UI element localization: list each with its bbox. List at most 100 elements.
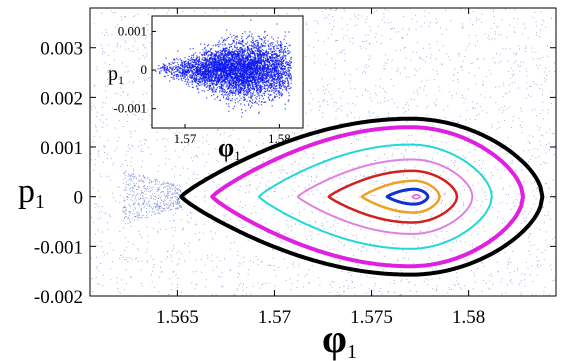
background-point xyxy=(508,258,510,260)
background-point xyxy=(127,261,129,263)
background-point xyxy=(333,144,335,146)
inset-point xyxy=(271,57,273,59)
inset-point xyxy=(264,88,266,90)
background-point xyxy=(403,199,405,200)
background-point xyxy=(402,174,404,176)
background-point xyxy=(141,29,143,31)
background-point xyxy=(498,34,500,36)
inset-point xyxy=(254,73,257,76)
background-point xyxy=(480,261,482,263)
background-point xyxy=(108,44,110,46)
background-point xyxy=(554,237,556,238)
background-point xyxy=(305,112,307,114)
inset-point xyxy=(222,97,225,99)
inset-point xyxy=(287,81,289,83)
background-point xyxy=(486,152,488,154)
background-point xyxy=(441,202,442,204)
inset-point xyxy=(221,94,223,96)
background-point xyxy=(178,258,180,260)
background-point xyxy=(468,72,470,74)
background-point xyxy=(310,235,312,237)
background-point xyxy=(145,38,146,40)
inset-point xyxy=(196,86,198,88)
background-point xyxy=(238,138,240,140)
background-point xyxy=(536,256,538,258)
background-point xyxy=(504,105,506,107)
background-point xyxy=(315,32,317,34)
background-point xyxy=(147,241,149,243)
background-point xyxy=(378,251,380,253)
background-point xyxy=(492,9,494,10)
background-point xyxy=(126,196,128,198)
inset-point xyxy=(164,66,166,68)
orbit-curve-3 xyxy=(257,143,493,250)
background-point xyxy=(362,41,364,42)
inset-point xyxy=(230,67,232,69)
inset-point xyxy=(234,90,236,93)
inset-point xyxy=(222,95,225,97)
background-point xyxy=(294,161,296,163)
background-point xyxy=(373,195,375,197)
background-point xyxy=(92,141,94,143)
background-point xyxy=(145,47,147,49)
background-point xyxy=(388,10,390,12)
background-point xyxy=(483,58,485,60)
background-point xyxy=(431,8,433,10)
background-point xyxy=(397,216,399,218)
background-point xyxy=(172,194,174,196)
background-point xyxy=(354,14,356,16)
background-point xyxy=(525,51,527,52)
background-point xyxy=(415,28,417,30)
background-point xyxy=(470,63,472,65)
background-point xyxy=(332,179,334,181)
background-point xyxy=(234,155,236,157)
background-point xyxy=(129,190,131,192)
background-point xyxy=(215,159,217,161)
inset-point xyxy=(207,69,209,71)
background-point xyxy=(459,115,461,117)
background-point xyxy=(550,218,552,220)
inset-point xyxy=(219,87,221,89)
background-point xyxy=(545,144,547,146)
background-point xyxy=(499,53,501,55)
background-point xyxy=(435,18,437,20)
background-point xyxy=(363,70,365,72)
background-point xyxy=(193,140,195,142)
background-point xyxy=(339,123,341,124)
background-point xyxy=(408,27,410,29)
inset-point xyxy=(256,79,258,82)
background-point xyxy=(440,196,442,197)
background-point xyxy=(125,160,127,161)
inset-point xyxy=(201,59,203,61)
inset-point xyxy=(258,95,260,97)
background-point xyxy=(542,19,544,21)
inset-point xyxy=(246,57,249,59)
inset-point xyxy=(274,79,276,81)
inset-point xyxy=(247,52,249,54)
background-point xyxy=(512,201,514,203)
background-point xyxy=(155,183,157,185)
background-point xyxy=(230,242,232,244)
background-point xyxy=(491,275,493,277)
inset-point xyxy=(201,70,204,72)
background-point xyxy=(130,132,132,134)
background-point xyxy=(124,199,126,201)
background-point xyxy=(141,160,143,162)
background-point xyxy=(527,37,529,39)
background-point xyxy=(157,187,159,189)
background-point xyxy=(407,258,409,260)
background-point xyxy=(243,261,245,263)
inset-point xyxy=(215,59,217,61)
background-point xyxy=(359,274,361,276)
inset-point xyxy=(252,92,254,94)
background-point xyxy=(134,219,135,221)
background-point xyxy=(382,87,384,89)
inset-point xyxy=(219,65,222,67)
background-point xyxy=(544,183,546,185)
background-point xyxy=(265,185,267,186)
background-point xyxy=(247,239,249,241)
background-point xyxy=(257,264,259,266)
background-point xyxy=(132,181,134,183)
background-point xyxy=(403,47,405,49)
background-point xyxy=(92,187,94,189)
